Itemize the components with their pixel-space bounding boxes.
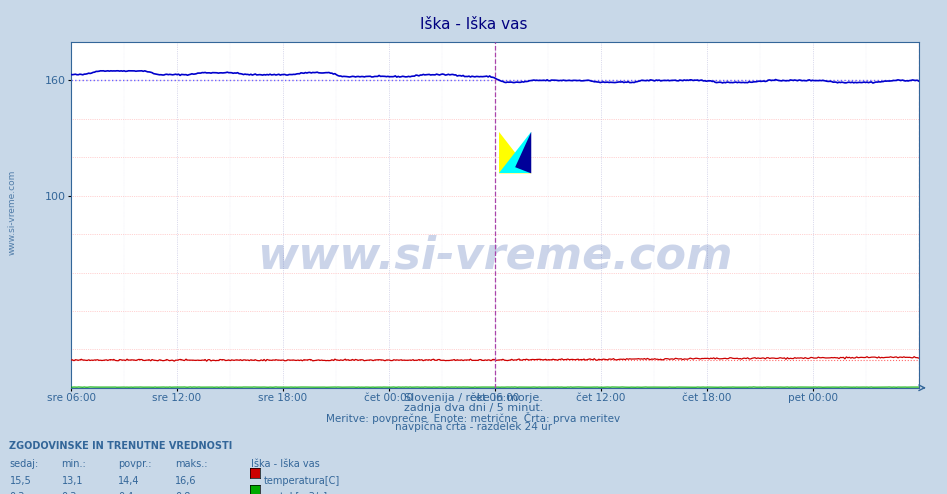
Text: zadnja dva dni / 5 minut.: zadnja dva dni / 5 minut. xyxy=(403,403,544,412)
Text: navpična črta - razdelek 24 ur: navpična črta - razdelek 24 ur xyxy=(395,421,552,432)
Text: 15,5: 15,5 xyxy=(9,476,31,486)
Polygon shape xyxy=(499,132,531,173)
Text: www.si-vreme.com: www.si-vreme.com xyxy=(257,235,733,278)
Polygon shape xyxy=(515,132,531,173)
Text: Meritve: povprečne  Enote: metrične  Črta: prva meritev: Meritve: povprečne Enote: metrične Črta:… xyxy=(327,412,620,424)
Text: 14,4: 14,4 xyxy=(118,476,140,486)
Text: 0,3: 0,3 xyxy=(62,492,77,494)
Text: pretok[m3/s]: pretok[m3/s] xyxy=(264,492,328,494)
Text: ZGODOVINSKE IN TRENUTNE VREDNOSTI: ZGODOVINSKE IN TRENUTNE VREDNOSTI xyxy=(9,441,233,451)
Text: 0,4: 0,4 xyxy=(118,492,134,494)
Text: www.si-vreme.com: www.si-vreme.com xyxy=(8,170,17,255)
Text: 0,3: 0,3 xyxy=(9,492,25,494)
Text: 13,1: 13,1 xyxy=(62,476,83,486)
Text: 16,6: 16,6 xyxy=(175,476,197,486)
Text: Iška - Iška vas: Iška - Iška vas xyxy=(251,459,320,469)
Text: min.:: min.: xyxy=(62,459,86,469)
Polygon shape xyxy=(499,132,531,173)
Text: temperatura[C]: temperatura[C] xyxy=(264,476,341,486)
Text: Slovenija / reke in morje.: Slovenija / reke in morje. xyxy=(404,393,543,403)
Text: maks.:: maks.: xyxy=(175,459,207,469)
Text: Iška - Iška vas: Iška - Iška vas xyxy=(420,17,527,32)
Text: sedaj:: sedaj: xyxy=(9,459,39,469)
Text: 0,8: 0,8 xyxy=(175,492,190,494)
Text: povpr.:: povpr.: xyxy=(118,459,152,469)
